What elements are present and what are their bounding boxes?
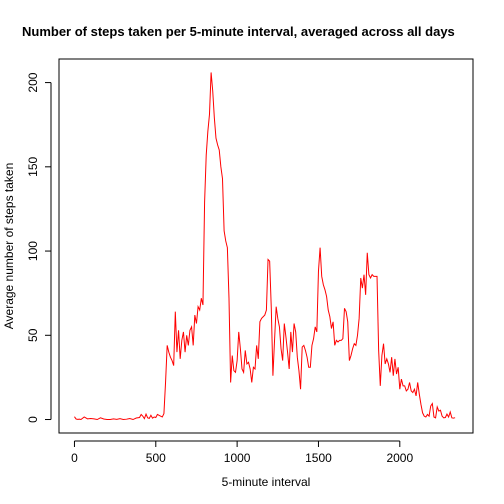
y-tick-label: 0 [26,416,40,423]
x-tick-label: 500 [146,451,166,465]
y-tick-label: 200 [26,72,40,92]
series-line-mean-steps [74,72,456,421]
x-tick-label: 2000 [386,451,413,465]
x-tick-label: 0 [71,451,78,465]
y-tick-label: 100 [26,241,40,261]
x-axis: 0 500 1000 1500 2000 [71,440,413,465]
y-tick-label: 150 [26,156,40,176]
chart-title: Number of steps taken per 5-minute inter… [22,24,455,39]
y-axis-label: Average number of steps taken [2,163,16,330]
x-axis-label: 5-minute interval [222,475,311,489]
x-tick-label: 1000 [224,451,251,465]
plot-frame [58,58,474,434]
x-tick-label: 1500 [305,451,332,465]
y-tick-label: 50 [26,328,40,342]
y-axis: 0 50 100 150 200 [26,72,52,423]
